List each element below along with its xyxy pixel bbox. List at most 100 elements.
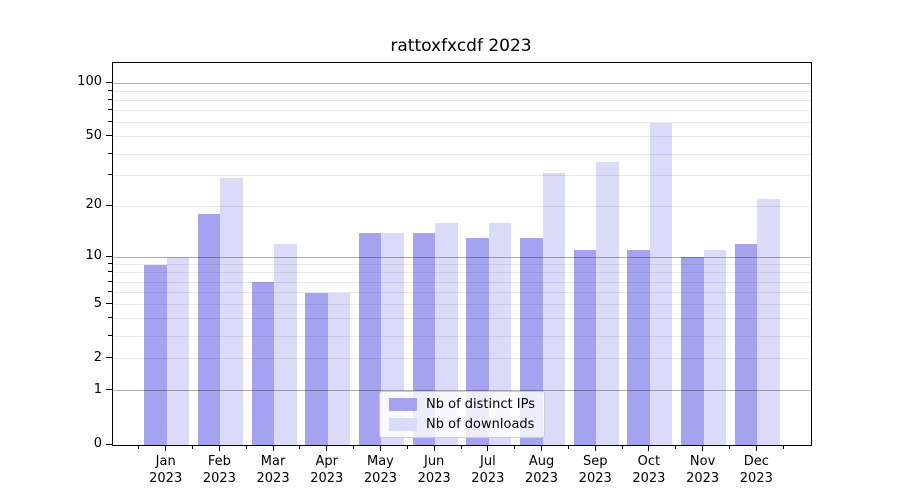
x-boundary-tick-7 — [514, 445, 516, 449]
x-tick-dec — [755, 445, 757, 451]
x-tick-apr — [326, 445, 328, 451]
x-tick-jun — [433, 445, 435, 451]
x-label-year-jun: 2023 — [417, 471, 451, 486]
x-boundary-tick-9 — [621, 445, 623, 449]
x-tick-may — [379, 445, 381, 451]
x-label-year-feb: 2023 — [202, 471, 236, 486]
bar-nb-of-downloads-dec — [757, 199, 780, 445]
legend-label-distinct-ips: Nb of distinct IPs — [426, 397, 535, 412]
bar-nb-of-downloads-mar — [274, 244, 297, 445]
y-tick-10 — [106, 255, 112, 257]
x-label-year-apr: 2023 — [310, 471, 344, 486]
y-minor-tick-3 — [108, 334, 112, 336]
y-minor-tick-7 — [108, 280, 112, 282]
y-tick-5 — [106, 303, 112, 305]
x-tick-label-jun: Jun 2023 — [407, 453, 461, 487]
x-tick-nov — [702, 445, 704, 451]
x-boundary-tick-6 — [460, 445, 462, 449]
y-tick-label-50: 50 — [85, 127, 102, 143]
bar-nb-of-distinct-ips-oct — [627, 250, 650, 445]
y-minor-tick-80 — [108, 99, 112, 101]
y-minor-tick-70 — [108, 109, 112, 111]
y-tick-label-100: 100 — [77, 74, 102, 90]
x-label-month-apr: Apr — [315, 454, 339, 469]
x-tick-label-dec: Dec 2023 — [729, 453, 783, 487]
x-tick-label-apr: Apr 2023 — [300, 453, 354, 487]
bar-nb-of-downloads-jun — [435, 223, 458, 445]
x-tick-label-oct: Oct 2023 — [622, 453, 676, 487]
y-tick-label-20: 20 — [85, 197, 102, 213]
x-boundary-tick-2 — [245, 445, 247, 449]
bar-nb-of-distinct-ips-may — [358, 232, 382, 445]
x-label-month-mar: Mar — [260, 454, 286, 469]
x-tick-label-mar: Mar 2023 — [246, 453, 300, 487]
legend-swatch-downloads — [389, 418, 418, 431]
y-minor-tick-30 — [108, 174, 112, 176]
y-tick-label-5: 5 — [93, 295, 102, 311]
bar-nb-of-downloads-apr — [327, 292, 351, 445]
y-tick-label-1: 1 — [93, 381, 102, 397]
y-tick-100 — [106, 81, 112, 83]
bar-nb-of-downloads-sep — [596, 162, 619, 445]
bar-nb-of-distinct-ips-feb — [197, 214, 221, 445]
x-label-year-mar: 2023 — [256, 471, 290, 486]
bar-nb-of-distinct-ips-jan — [144, 264, 167, 445]
y-minor-tick-40 — [108, 152, 112, 154]
x-tick-label-feb: Feb 2023 — [193, 453, 247, 487]
y-minor-tick-8 — [108, 271, 112, 273]
x-label-month-aug: Aug — [528, 454, 555, 469]
legend-swatch-distinct-ips — [389, 398, 418, 411]
x-label-year-sep: 2023 — [578, 471, 612, 486]
x-boundary-tick-0 — [138, 445, 140, 449]
x-label-month-jan: Jan — [155, 454, 176, 469]
y-minor-tick-90 — [108, 90, 112, 92]
bar-nb-of-distinct-ips-apr — [305, 292, 328, 445]
x-tick-mar — [272, 445, 274, 451]
x-label-year-dec: 2023 — [739, 471, 773, 486]
legend-item-distinct-ips: Nb of distinct IPs — [389, 397, 535, 412]
y-tick-2 — [106, 357, 112, 359]
legend: Nb of distinct IPs Nb of downloads — [379, 391, 545, 438]
x-tick-label-jan: Jan 2023 — [139, 453, 193, 487]
x-boundary-tick-12 — [782, 445, 784, 449]
x-tick-feb — [218, 445, 220, 451]
x-tick-aug — [541, 445, 543, 451]
x-tick-label-nov: Nov 2023 — [676, 453, 730, 487]
bar-nb-of-downloads-jan — [166, 257, 190, 445]
chart-title: rattoxfxcdf 2023 — [390, 36, 532, 56]
bar-nb-of-downloads-aug — [542, 173, 566, 445]
plot-area: Nb of distinct IPs Nb of downloads — [112, 62, 812, 446]
x-tick-label-sep: Sep 2023 — [568, 453, 622, 487]
x-label-year-oct: 2023 — [632, 471, 666, 486]
bar-nb-of-downloads-jul — [488, 223, 512, 445]
x-boundary-tick-4 — [353, 445, 355, 449]
y-minor-tick-60 — [108, 121, 112, 123]
y-minor-tick-6 — [108, 291, 112, 293]
x-label-month-oct: Oct — [637, 454, 661, 469]
bar-nb-of-distinct-ips-sep — [573, 250, 597, 445]
x-boundary-tick-1 — [192, 445, 194, 449]
legend-item-downloads: Nb of downloads — [389, 417, 535, 432]
x-label-month-may: May — [367, 454, 394, 469]
x-tick-label-may: May 2023 — [354, 453, 408, 487]
bar-nb-of-downloads-oct — [649, 122, 673, 445]
x-label-year-may: 2023 — [363, 471, 397, 486]
x-label-year-nov: 2023 — [686, 471, 720, 486]
x-tick-jul — [487, 445, 489, 451]
x-label-year-jul: 2023 — [471, 471, 505, 486]
y-tick-1 — [106, 389, 112, 391]
x-label-year-aug: 2023 — [524, 471, 559, 486]
y-tick-label-0: 0 — [93, 436, 102, 451]
x-boundary-tick-3 — [299, 445, 301, 449]
y-minor-tick-9 — [108, 263, 112, 265]
y-tick-0 — [106, 443, 112, 445]
x-boundary-tick-10 — [675, 445, 677, 449]
x-label-month-feb: Feb — [207, 454, 231, 469]
y-tick-50 — [106, 135, 112, 137]
x-boundary-tick-8 — [567, 445, 569, 449]
bar-nb-of-distinct-ips-nov — [681, 257, 704, 445]
x-tick-label-jul: Jul 2023 — [461, 453, 515, 487]
bar-nb-of-downloads-nov — [703, 250, 727, 445]
y-tick-label-2: 2 — [93, 349, 102, 365]
